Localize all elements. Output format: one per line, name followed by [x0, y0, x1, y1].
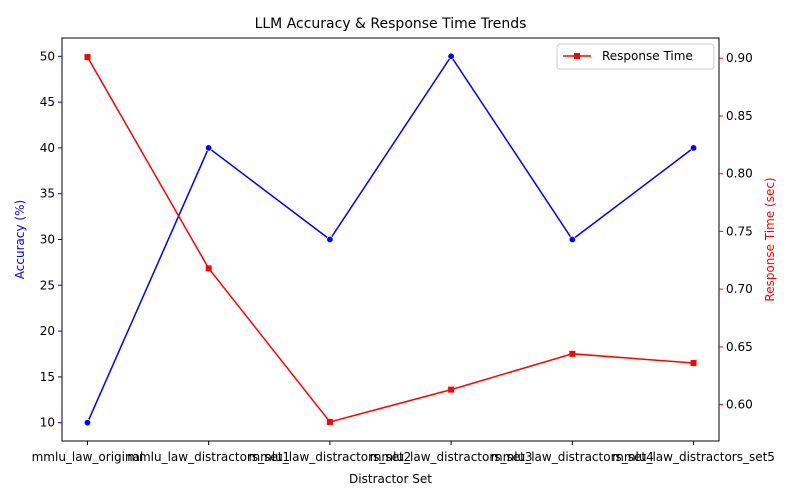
x-tick-label: mmlu_law_distractors_set1 — [127, 450, 290, 464]
data-point-response-time — [205, 265, 212, 272]
legend-label-response-time: Response Time — [602, 49, 693, 63]
data-point-response-time — [326, 418, 333, 425]
data-point-response-time — [569, 350, 576, 357]
plot-frame — [61, 37, 720, 442]
right-y-axis: 0.60 0.65 0.70 0.75 0.80 0.85 0.90 — [719, 51, 753, 412]
right-tick-label: 0.85 — [726, 109, 753, 123]
left-y-axis: 10 15 20 25 30 35 40 45 50 — [40, 49, 62, 430]
data-point-accuracy — [326, 236, 334, 244]
right-tick-label: 0.60 — [726, 398, 753, 412]
right-tick-label: 0.80 — [726, 167, 753, 181]
left-y-axis-title: Accuracy (%) — [13, 200, 27, 279]
series-layer — [83, 52, 698, 427]
left-tick-label: 40 — [40, 141, 55, 155]
left-tick-label: 35 — [40, 187, 55, 201]
left-tick-label: 15 — [40, 370, 55, 384]
data-point-response-time — [690, 360, 697, 367]
legend: Response Time — [556, 43, 715, 70]
legend-marker-response-time — [574, 53, 580, 59]
data-point-accuracy — [205, 144, 213, 152]
data-point-accuracy — [690, 144, 698, 152]
right-tick-label: 0.70 — [726, 282, 753, 296]
x-tick-label: mmlu_law_distractors_set5 — [612, 450, 775, 464]
data-point-accuracy — [568, 236, 576, 244]
right-tick-label: 0.90 — [726, 51, 753, 65]
right-tick-label: 0.75 — [726, 224, 753, 238]
left-tick-label: 10 — [40, 416, 55, 430]
data-point-accuracy — [447, 52, 455, 60]
left-tick-label: 25 — [40, 278, 55, 292]
x-tick-label: mmlu_law_distractors_set3 — [370, 450, 533, 464]
x-axis: mmlu_law_originalmmlu_law_distractors_se… — [32, 441, 775, 464]
data-point-response-time — [84, 54, 91, 61]
x-tick-label: mmlu_law_original — [32, 450, 144, 464]
left-tick-label: 50 — [40, 49, 55, 63]
x-tick-label: mmlu_law_distractors_set4 — [491, 450, 654, 464]
x-axis-title: Distractor Set — [349, 472, 432, 486]
left-tick-label: 45 — [40, 95, 55, 109]
data-point-accuracy — [83, 419, 91, 427]
right-tick-label: 0.65 — [726, 340, 753, 354]
series-line-accuracy — [86, 54, 694, 423]
chart-title: LLM Accuracy & Response Time Trends — [255, 16, 527, 32]
left-tick-label: 20 — [40, 324, 55, 338]
x-tick-label: mmlu_law_distractors_set2 — [248, 450, 411, 464]
left-tick-label: 30 — [40, 233, 55, 247]
legend-box — [556, 43, 715, 70]
right-y-axis-title: Response Time (sec) — [763, 177, 777, 301]
series-line-response-time — [86, 56, 694, 423]
data-point-response-time — [448, 386, 455, 393]
